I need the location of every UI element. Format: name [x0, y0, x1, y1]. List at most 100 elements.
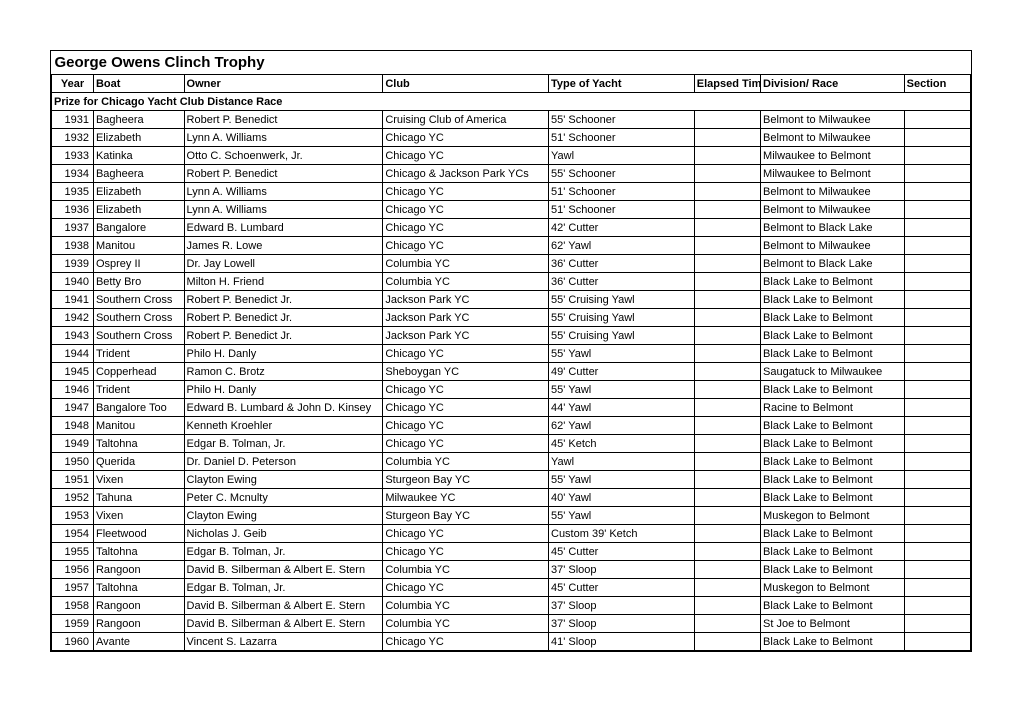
table-cell: Dr. Daniel D. Peterson [184, 453, 383, 471]
table-cell: Lynn A. Williams [184, 129, 383, 147]
table-cell: David B. Silberman & Albert E. Stern [184, 615, 383, 633]
table-cell: Belmont to Black Lake [761, 219, 905, 237]
col-header-club: Club [383, 75, 549, 93]
table-cell: Querida [93, 453, 184, 471]
table-cell: 1943 [52, 327, 94, 345]
table-cell [694, 183, 760, 201]
table-cell: Bagheera [93, 165, 184, 183]
table-cell: Black Lake to Belmont [761, 633, 905, 651]
table-cell [694, 543, 760, 561]
table-cell: James R. Lowe [184, 237, 383, 255]
table-cell: Fleetwood [93, 525, 184, 543]
table-cell: Columbia YC [383, 453, 549, 471]
table-cell [694, 363, 760, 381]
table-cell [904, 615, 970, 633]
table-cell [694, 327, 760, 345]
table-row: 1933KatinkaOtto C. Schoenwerk, Jr.Chicag… [52, 147, 971, 165]
table-cell: Columbia YC [383, 273, 549, 291]
table-cell [904, 579, 970, 597]
table-cell [904, 327, 970, 345]
table-cell [904, 633, 970, 651]
table-cell: Dr. Jay Lowell [184, 255, 383, 273]
table-cell [694, 399, 760, 417]
table-cell: Rangoon [93, 561, 184, 579]
table-cell [904, 453, 970, 471]
table-cell [904, 291, 970, 309]
table-cell: 1945 [52, 363, 94, 381]
table-cell: Milwaukee to Belmont [761, 147, 905, 165]
table-cell [694, 273, 760, 291]
table-row: 1934BagheeraRobert P. BenedictChicago & … [52, 165, 971, 183]
table-cell: Belmont to Milwaukee [761, 237, 905, 255]
table-cell: Black Lake to Belmont [761, 345, 905, 363]
table-cell: Edward B. Lumbard & John D. Kinsey [184, 399, 383, 417]
table-cell: Elizabeth [93, 183, 184, 201]
table-cell: Racine to Belmont [761, 399, 905, 417]
table-cell: Black Lake to Belmont [761, 381, 905, 399]
table-cell: 1937 [52, 219, 94, 237]
table-cell: Black Lake to Belmont [761, 543, 905, 561]
table-cell: Belmont to Black Lake [761, 255, 905, 273]
table-cell [904, 147, 970, 165]
table-row: 1939Osprey IIDr. Jay LowellColumbia YC36… [52, 255, 971, 273]
table-cell: David B. Silberman & Albert E. Stern [184, 597, 383, 615]
table-cell: Milwaukee YC [383, 489, 549, 507]
table-row: 1944TridentPhilo H. DanlyChicago YC55' Y… [52, 345, 971, 363]
table-cell [904, 381, 970, 399]
table-row: 1948ManitouKenneth KroehlerChicago YC62'… [52, 417, 971, 435]
table-cell [904, 165, 970, 183]
table-cell [694, 111, 760, 129]
table-cell: Southern Cross [93, 327, 184, 345]
table-cell: Edgar B. Tolman, Jr. [184, 543, 383, 561]
table-row: 1953VixenClayton EwingSturgeon Bay YC55'… [52, 507, 971, 525]
table-row: 1949TaltohnaEdgar B. Tolman, Jr.Chicago … [52, 435, 971, 453]
table-cell: 1956 [52, 561, 94, 579]
table-cell: Chicago YC [383, 201, 549, 219]
table-cell: Philo H. Danly [184, 345, 383, 363]
table-cell: Jackson Park YC [383, 327, 549, 345]
table-cell [694, 417, 760, 435]
table-cell [904, 273, 970, 291]
table-cell: Yawl [549, 147, 695, 165]
table-cell: Clayton Ewing [184, 471, 383, 489]
table-cell [694, 309, 760, 327]
table-cell [904, 111, 970, 129]
table-row: 1942Southern CrossRobert P. Benedict Jr.… [52, 309, 971, 327]
table-cell: Vixen [93, 471, 184, 489]
table-cell: 1959 [52, 615, 94, 633]
table-cell [904, 525, 970, 543]
table-cell: 1942 [52, 309, 94, 327]
table-cell: Chicago YC [383, 417, 549, 435]
table-cell: Columbia YC [383, 561, 549, 579]
table-cell: 1933 [52, 147, 94, 165]
table-cell: 55' Cruising Yawl [549, 309, 695, 327]
table-cell [904, 489, 970, 507]
table-cell: Chicago YC [383, 219, 549, 237]
table-cell: Southern Cross [93, 309, 184, 327]
table-row: 1960AvanteVincent S. LazarraChicago YC41… [52, 633, 971, 651]
table-cell: Ramon C. Brotz [184, 363, 383, 381]
table-cell: Peter C. Mcnulty [184, 489, 383, 507]
table-cell [904, 201, 970, 219]
subheader-row: Prize for Chicago Yacht Club Distance Ra… [52, 93, 971, 111]
table-cell: Yawl [549, 453, 695, 471]
table-cell: Clayton Ewing [184, 507, 383, 525]
table-cell: 1958 [52, 597, 94, 615]
table-cell: 62' Yawl [549, 417, 695, 435]
table-cell: Belmont to Milwaukee [761, 111, 905, 129]
table-cell [904, 363, 970, 381]
table-cell: 1940 [52, 273, 94, 291]
table-cell: 1946 [52, 381, 94, 399]
table-cell: 1950 [52, 453, 94, 471]
table-cell: Chicago YC [383, 525, 549, 543]
table-cell [904, 219, 970, 237]
table-cell [694, 615, 760, 633]
table-cell: 55' Yawl [549, 345, 695, 363]
table-cell: Chicago YC [383, 147, 549, 165]
table-row: 1935ElizabethLynn A. WilliamsChicago YC5… [52, 183, 971, 201]
table-cell [694, 255, 760, 273]
table-cell: 45' Cutter [549, 543, 695, 561]
table-row: 1954FleetwoodNicholas J. GeibChicago YCC… [52, 525, 971, 543]
table-row: 1937BangaloreEdward B. LumbardChicago YC… [52, 219, 971, 237]
table-cell: Lynn A. Williams [184, 183, 383, 201]
